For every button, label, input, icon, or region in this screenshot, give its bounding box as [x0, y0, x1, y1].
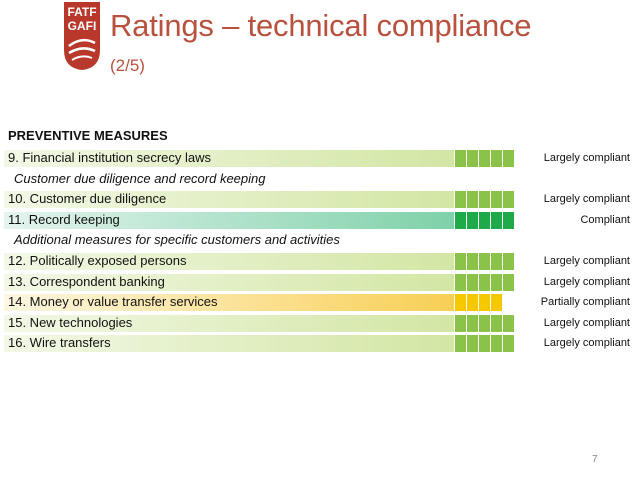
- rating-bar-segment: [503, 273, 514, 291]
- rating-bar-segment: [455, 314, 466, 332]
- rating-bar: [4, 314, 514, 332]
- rating-value: Partially compliant: [540, 296, 630, 309]
- rating-bar-gradient: [4, 273, 454, 291]
- rating-bar-segment: [467, 211, 478, 229]
- rating-row: 10. Customer due diligence Largely compli…: [0, 190, 638, 209]
- rating-row: 15. New technologies Largely compliant: [0, 314, 638, 333]
- rating-value: Largely compliant: [543, 316, 630, 329]
- rating-bar-segment: [503, 314, 514, 332]
- recommendation-label: 10. Customer due diligence: [8, 191, 167, 207]
- rating-bar-segment: [491, 253, 502, 270]
- rating-bar-gradient: [4, 314, 454, 332]
- recommendation-label: 14. Money or value transfer services: [8, 294, 218, 310]
- rating-bar-segment: [503, 335, 514, 353]
- rating-bar-segment: [467, 150, 478, 167]
- recommendation-label: 9. Financial institution secrecy laws: [8, 150, 212, 165]
- rating-bar-segment: [479, 253, 490, 270]
- rating-bar-segment: [455, 273, 466, 291]
- recommendation-label: 11. Record keeping: [8, 211, 120, 227]
- rating-bar-segment: [491, 150, 502, 167]
- subheading: Additional measures for specific custome…: [14, 232, 340, 248]
- rating-row: 11. Record keeping Compliant: [0, 211, 638, 230]
- rating-bar-segment: [479, 314, 490, 332]
- rating-value: Largely compliant: [543, 255, 630, 267]
- rating-bar: [4, 294, 502, 312]
- rating-bar-segment: [491, 314, 502, 332]
- rating-bar-gradient: [4, 294, 454, 312]
- logo-line1: FATF: [67, 5, 96, 19]
- page-title: Ratings – technical compliance: [110, 8, 532, 43]
- recommendation-label: 16. Wire transfers: [8, 335, 111, 351]
- rating-row: 9. Financial institution secrecy laws Lar…: [0, 149, 638, 168]
- page-number: 7: [592, 454, 598, 465]
- rating-row: 16. Wire transfers Largely compliant: [0, 334, 638, 353]
- rating-bar: [4, 191, 514, 209]
- rating-bar: [4, 273, 514, 291]
- rating-bar-gradient: [4, 191, 454, 209]
- rating-bar-gradient: [4, 150, 454, 167]
- rating-bar: [4, 150, 514, 167]
- rating-bar-segment: [491, 191, 502, 209]
- rating-bar-segment: [467, 294, 478, 312]
- rating-value: Compliant: [580, 213, 630, 226]
- rating-bar-segment: [479, 294, 490, 312]
- rating-bar-segment: [503, 211, 514, 229]
- section-heading: PREVENTIVE MEASURES: [8, 128, 168, 143]
- fatf-gafi-logo: FATF GAFI: [62, 2, 102, 70]
- page-subtitle: (2/5): [110, 56, 145, 75]
- rating-value: Largely compliant: [543, 275, 630, 288]
- rating-bar-segment: [479, 335, 490, 353]
- rating-row: 13. Correspondent banking Largely complia…: [0, 273, 638, 292]
- recommendation-label: 15. New technologies: [8, 314, 133, 330]
- rating-bar-segment: [479, 150, 490, 167]
- rating-bar-segment: [503, 253, 514, 270]
- rating-bar-segment: [479, 211, 490, 229]
- rating-value: Largely compliant: [543, 337, 630, 350]
- rating-bar-segment: [503, 150, 514, 167]
- rating-bar-gradient: [4, 253, 454, 270]
- rating-bar-segment: [491, 335, 502, 353]
- rating-bar-segment: [467, 253, 478, 270]
- rating-bar-segment: [479, 273, 490, 291]
- rating-bar-segment: [479, 191, 490, 209]
- rating-bar-segment: [467, 314, 478, 332]
- rating-bar-segment: [455, 150, 466, 167]
- rating-bar-segment: [467, 273, 478, 291]
- rating-bar-gradient: [4, 211, 454, 229]
- rating-bar-segment: [491, 294, 502, 312]
- logo-line2: GAFI: [68, 19, 97, 33]
- recommendation-label: 13. Correspondent banking: [8, 273, 165, 289]
- rating-value: Largely compliant: [543, 193, 630, 206]
- recommendation-label: 12. Politically exposed persons: [8, 253, 187, 268]
- rating-bar-segment: [455, 191, 466, 209]
- rating-bar-segment: [491, 273, 502, 291]
- rating-bar-segment: [455, 253, 466, 270]
- rating-bar-segment: [455, 335, 466, 353]
- rating-bar-segment: [455, 294, 466, 312]
- rating-bar-segment: [491, 211, 502, 229]
- rating-bar-segment: [455, 211, 466, 229]
- rating-bar: [4, 253, 514, 270]
- rating-row: 12. Politically exposed persons Largely c…: [0, 252, 638, 271]
- rating-bar-segment: [503, 191, 514, 209]
- rating-value: Largely compliant: [543, 152, 630, 164]
- rating-bar: [4, 211, 514, 229]
- subheading: Customer due diligence and record keepin…: [14, 170, 266, 186]
- rating-bar-gradient: [4, 335, 454, 353]
- rating-bar-segment: [467, 335, 478, 353]
- rating-row: 14. Money or value transfer services Part…: [0, 293, 638, 312]
- rating-bar-segment: [467, 191, 478, 209]
- rating-bar: [4, 335, 514, 353]
